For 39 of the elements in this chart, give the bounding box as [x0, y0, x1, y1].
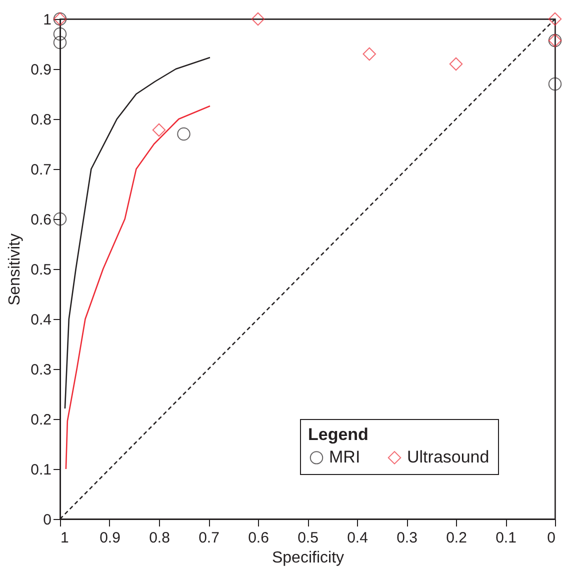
y-tick-label: 0.6: [30, 212, 52, 228]
x-tick-label: 0: [547, 530, 556, 546]
point: [362, 47, 376, 61]
legend-label: Ultrasound: [407, 448, 490, 467]
y-tick-label: 0.9: [30, 62, 52, 78]
x-tick-label: 0.5: [298, 530, 318, 546]
y-tick-label: 0.7: [30, 162, 52, 178]
point: [251, 12, 265, 26]
x-tick-label: 1: [60, 530, 69, 546]
point: [449, 57, 463, 71]
point: [152, 123, 166, 137]
point: [548, 77, 562, 91]
x-tick-label: 0.6: [248, 530, 269, 546]
y-tick-label: 0.1: [30, 462, 52, 478]
x-tick-label: 0.8: [149, 530, 170, 546]
y-tick-label: 0.8: [30, 112, 52, 128]
point: [53, 36, 67, 50]
x-axis-title: Specificity: [272, 550, 344, 566]
y-tick-label: 0.5: [30, 262, 52, 278]
x-tick-label: 0.2: [446, 530, 467, 546]
y-axis-title: Sensitivity: [6, 233, 24, 306]
x-tick-label: 0.7: [198, 530, 220, 546]
y-tick-label: 0: [43, 512, 52, 528]
legend-title: Legend: [308, 425, 368, 444]
point: [53, 212, 67, 226]
y-tick-label: 0.4: [30, 312, 52, 328]
x-tick-label: 0.9: [100, 530, 120, 546]
line-series: [65, 105, 211, 470]
y-tick-label: 0.2: [30, 412, 52, 428]
line-series: [64, 56, 211, 410]
legend-label: MRI: [329, 448, 360, 467]
point: [177, 127, 190, 141]
x-tick-label: 0.3: [396, 530, 418, 546]
y-tick-label: 1: [43, 12, 52, 28]
point: [53, 27, 67, 41]
point: [548, 12, 562, 26]
x-tick-label: 0.1: [496, 530, 516, 546]
x-tick-label: 0.4: [347, 530, 368, 546]
y-tick-label: 0.3: [30, 362, 52, 378]
